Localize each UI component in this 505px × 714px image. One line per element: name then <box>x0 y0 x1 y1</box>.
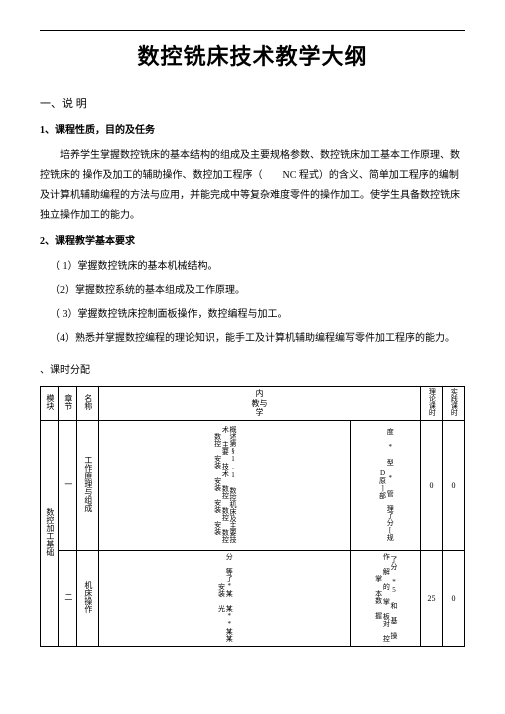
req-item-3: （ 3）掌握数控铣床控制面板操作，数控编程与加工。 <box>40 305 465 325</box>
cell-chapter-text: 二 <box>63 593 72 601</box>
cell-content-left-text: 概述第§1.1 数控机床及主要技术 主要 技术 数控 数控 数控 数控 安装 安… <box>213 424 236 544</box>
cell-content-left-text: 分 等了*某 某**某某 安装 光 <box>217 553 232 642</box>
page-title: 数控铣床技术教学大纲 <box>40 39 465 71</box>
hours-table: 模块 章节 名称 内 教与 学 理论课时 实践课时 数控加工基础 一 <box>40 386 465 647</box>
cell-content-right-text: 度 * 型 * 管 理了分[规D原]部 <box>378 424 393 544</box>
cell-chapter: 一 <box>59 420 77 550</box>
col-name: 名称 <box>77 387 99 421</box>
table-row: 数控加工基础 一 工作原理与组成 概述第§1.1 数控机床及主要技术 主要 技术… <box>41 420 465 550</box>
col-practice-label: 实践课时 <box>450 388 458 416</box>
col-theory: 理论课时 <box>421 387 443 421</box>
cell-chapter: 二 <box>59 550 77 646</box>
cell-practice: 0 <box>443 420 465 550</box>
sub-heading-2: 2、课程教学基本要求 <box>40 232 465 247</box>
req-item-1: （ 1）掌握数控铣床的基本机械结构。 <box>40 257 465 277</box>
cell-theory: 25 <box>421 550 443 646</box>
col-chapter-label: 章节 <box>63 394 72 410</box>
req-item-2: （2）掌握数控系统的基本组成及工作原理。 <box>40 281 465 301</box>
cell-name: 工作原理与组成 <box>77 420 99 550</box>
cell-name-text: 机床操作 <box>83 581 92 613</box>
sub-heading-1: 1、课程性质，目的及任务 <box>40 121 465 136</box>
cell-practice: 0 <box>443 550 465 646</box>
cell-chapter-text: 一 <box>63 480 72 488</box>
cell-content-left: 分 等了*某 某**某某 安装 光 <box>99 550 351 646</box>
col-theory-label: 理论课时 <box>428 388 436 416</box>
cell-content-left: 概述第§1.1 数控机床及主要技术 主要 技术 数控 数控 数控 数控 安装 安… <box>99 420 351 550</box>
hours-heading: 、课时分配 <box>40 361 465 376</box>
col-practice: 实践课时 <box>443 387 465 421</box>
cell-module-text: 数控加工基础 <box>45 508 54 556</box>
paragraph-1: 培养学生掌握数控铣床的基本结构的组成及主要规格参数、数控铣床加工基本工作原理、数… <box>40 146 465 226</box>
req-item-4: （4）熟悉并掌握数控编程的理论知识，能手工及计算机辅助编程编写零件加工程序的能力… <box>40 329 465 349</box>
col-content-bot: 学 <box>256 408 264 418</box>
cell-content-right: 了分 *5 和 基 操 作 解 的 掌 板对 控掌 本数 握 <box>351 550 421 646</box>
cell-name-text: 工作原理与组成 <box>83 456 92 512</box>
col-module-label: 模块 <box>45 394 54 410</box>
col-content: 内 教与 学 <box>99 387 421 421</box>
col-module: 模块 <box>41 387 59 421</box>
cell-content-right: 度 * 型 * 管 理了分[规D原]部 <box>351 420 421 550</box>
table-row: 二 机床操作 分 等了*某 某**某某 安装 光 了分 *5 和 基 操 作 解… <box>41 550 465 646</box>
section-1-heading: 一、说 明 <box>40 95 465 111</box>
top-rule <box>40 30 465 31</box>
cell-module: 数控加工基础 <box>41 420 59 646</box>
col-content-top: 内 <box>256 389 264 399</box>
col-chapter: 章节 <box>59 387 77 421</box>
cell-content-right-text: 了分 *5 和 基 操 作 解 的 掌 板对 控掌 本数 握 <box>374 553 397 642</box>
col-content-mid: 教与 <box>252 399 268 409</box>
cell-theory: 0 <box>421 420 443 550</box>
col-name-label: 名称 <box>83 394 92 410</box>
cell-name: 机床操作 <box>77 550 99 646</box>
table-header-row: 模块 章节 名称 内 教与 学 理论课时 实践课时 <box>41 387 465 421</box>
